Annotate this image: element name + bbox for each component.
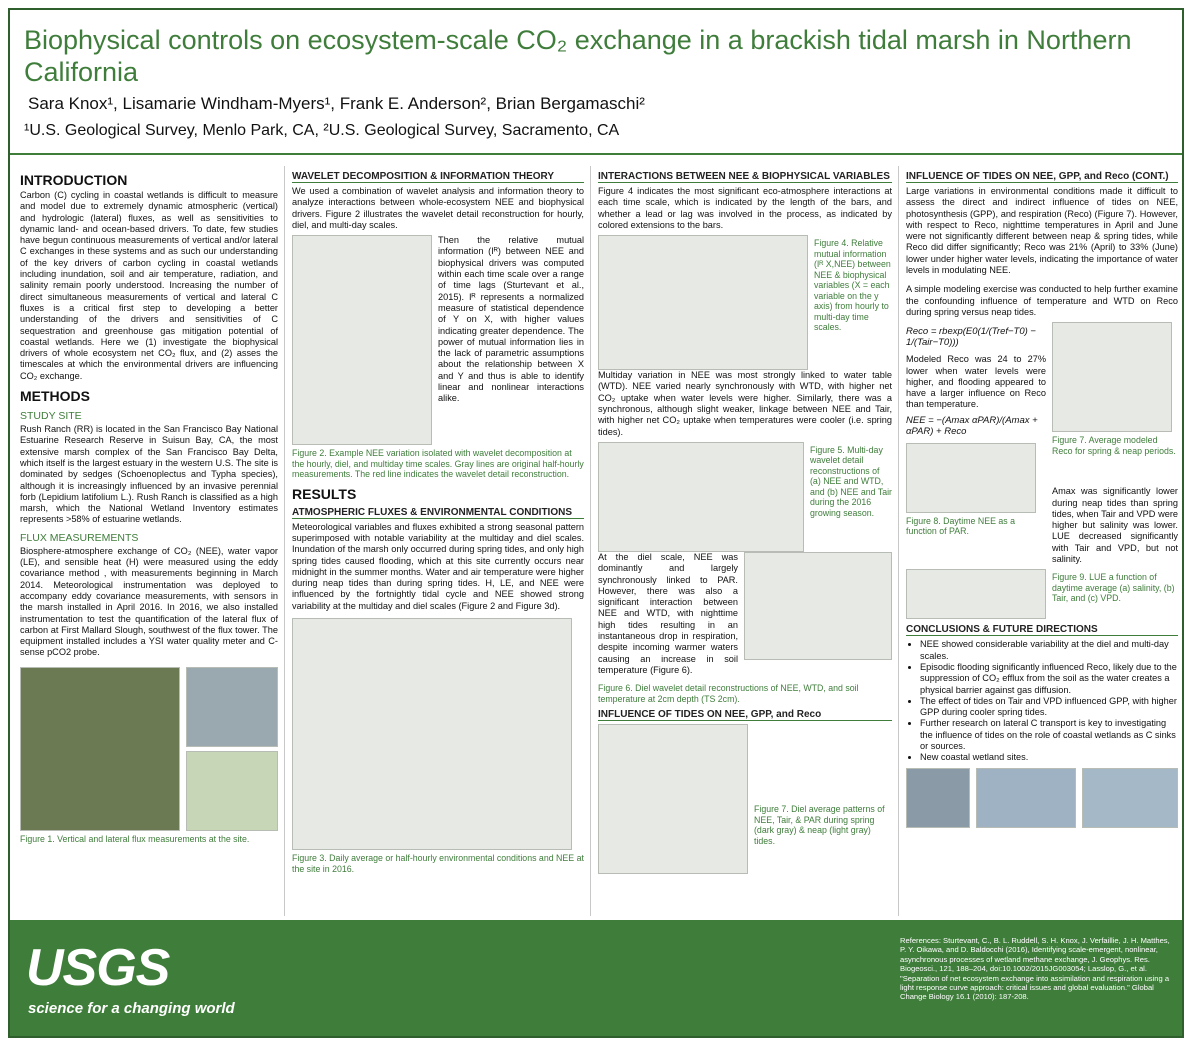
heading: INFLUENCE OF TIDES ON NEE, GPP, and Reco	[598, 709, 892, 722]
caption: Figure 6. Diel wavelet detail reconstruc…	[598, 683, 859, 704]
poster: Biophysical controls on ecosystem-scale …	[8, 8, 1184, 1038]
figure-5	[598, 441, 804, 552]
paragraph: Figure 4 indicates the most significant …	[598, 186, 892, 230]
tagline: science for a changing world	[28, 1000, 235, 1017]
column-3: INTERACTIONS BETWEEN NEE & BIOPHYSICAL V…	[598, 166, 892, 918]
affiliations: ¹U.S. Geological Survey, Menlo Park, CA,…	[24, 122, 620, 139]
heading: WAVELET DECOMPOSITION & INFORMATION THEO…	[292, 171, 584, 183]
paragraph: Modeled Reco was 24 to 27% lower when wa…	[906, 354, 1046, 410]
heading: INTERACTIONS BETWEEN NEE & BIOPHYSICAL V…	[598, 171, 892, 183]
paragraph: A simple modeling exercise was conducted…	[906, 284, 1178, 317]
bullet: Further research on lateral C transport …	[920, 718, 1178, 752]
heading: INFLUENCE OF TIDES ON NEE, GPP, and Reco…	[906, 171, 1178, 183]
tower-photo	[186, 666, 278, 747]
column-2: WAVELET DECOMPOSITION & INFORMATION THEO…	[292, 166, 584, 918]
paragraph: At the diel scale, NEE was dominantly an…	[598, 551, 738, 675]
caption: Figure 5. Multi-day wavelet detail recon…	[810, 444, 892, 518]
caption: Figure 8. Daytime NEE as a function of P…	[906, 515, 1016, 537]
column-1: INTRODUCTION Carbon (C) cycling in coast…	[20, 166, 278, 918]
bullet: New coastal wetland sites.	[920, 752, 1178, 763]
caption: Figure 1. Vertical and lateral flux meas…	[20, 833, 250, 844]
caption: Figure 2. Example NEE variation isolated…	[292, 448, 584, 480]
figure-9	[906, 569, 1046, 620]
paragraph: Rush Ranch (RR) is located in the San Fr…	[20, 424, 278, 525]
footer: USGS science for a changing world Refere…	[10, 920, 1182, 1036]
paragraph: Multiday variation in NEE was most stron…	[598, 370, 892, 437]
heading: METHODS	[20, 388, 90, 405]
heading: RESULTS	[292, 485, 357, 502]
paragraph: We used a combination of wavelet analysi…	[292, 186, 584, 230]
site-photo	[906, 767, 970, 828]
bullet-list: NEE showed considerable variability at t…	[906, 639, 1178, 763]
column-separator	[284, 166, 285, 916]
paragraph: Carbon (C) cycling in coastal wetlands i…	[20, 190, 278, 381]
caption: Figure 7. Average modeled Reco for sprin…	[1052, 435, 1176, 456]
caption: Figure 4. Relative mutual information (I…	[814, 238, 891, 333]
bullet: NEE showed considerable variability at t…	[920, 639, 1178, 662]
flux-diagram	[186, 750, 278, 831]
column-4: INFLUENCE OF TIDES ON NEE, GPP, and Reco…	[906, 166, 1178, 918]
paragraph: Large variations in environmental condit…	[906, 186, 1178, 276]
figure-4	[598, 235, 808, 371]
caption: Figure 7. Diel average patterns of NEE, …	[754, 804, 885, 846]
title: Biophysical controls on ecosystem-scale …	[24, 25, 1132, 87]
logo: USGS	[26, 939, 170, 997]
references: References: Sturtevant, C., B. L. Ruddel…	[900, 936, 1170, 1002]
column-separator	[590, 166, 591, 916]
column-separator	[898, 166, 899, 916]
map-image	[20, 666, 180, 831]
figure-6	[744, 551, 892, 660]
subheading: STUDY SITE	[20, 410, 82, 423]
figure-2	[292, 235, 432, 446]
subheading: FLUX MEASUREMENTS	[20, 531, 139, 544]
heading: INTRODUCTION	[20, 172, 128, 188]
figure-8	[906, 442, 1036, 513]
paragraph: Biosphere-atmosphere exchange of CO₂ (NE…	[20, 545, 278, 658]
caption: Figure 3. Daily average or half-hourly e…	[292, 853, 584, 874]
caption: Figure 9. LUE a function of daytime aver…	[1052, 572, 1175, 604]
equation: NEE = −(Amax αPAR)/(Amax + αPAR) + Reco	[906, 414, 1038, 437]
paragraph: Meteorological variables and fluxes exhi…	[292, 521, 584, 611]
authors: Sara Knox¹, Lisamarie Windham-Myers¹, Fr…	[28, 94, 645, 113]
reco-bar-figure	[1052, 322, 1172, 433]
heading: CONCLUSIONS & FUTURE DIRECTIONS	[906, 624, 1178, 637]
bullet: Episodic flooding significantly influenc…	[920, 662, 1178, 696]
site-photo	[976, 767, 1076, 828]
paragraph: Amax was significantly lower during neap…	[1052, 486, 1178, 565]
heading: ATMOSPHERIC FLUXES & ENVIRONMENTAL CONDI…	[292, 507, 584, 519]
header-rule	[10, 153, 1182, 155]
site-photo	[1082, 767, 1178, 828]
figure-3	[292, 618, 572, 851]
bullet: The effect of tides on Tair and VPD infl…	[920, 696, 1178, 719]
paragraph: Then the relative mutual information (Iᴿ…	[438, 235, 584, 404]
equation: Reco = rbexp(E0(1/(Tref−T0) − 1/(Tair−T0…	[906, 326, 1036, 349]
figure-7	[598, 724, 748, 875]
